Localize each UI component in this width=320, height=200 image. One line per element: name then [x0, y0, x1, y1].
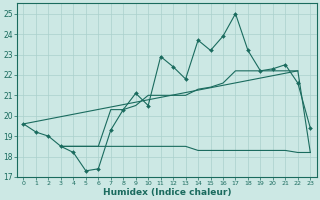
- X-axis label: Humidex (Indice chaleur): Humidex (Indice chaleur): [103, 188, 231, 197]
